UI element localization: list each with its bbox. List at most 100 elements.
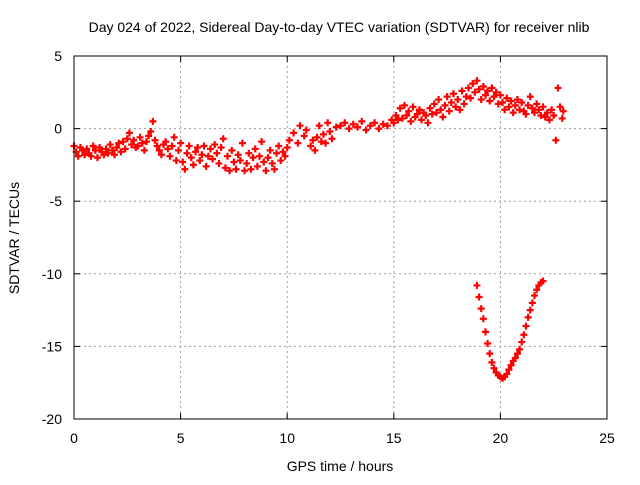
- data-point: [415, 106, 423, 114]
- data-point: [452, 103, 460, 111]
- data-point: [475, 85, 483, 93]
- data-point: [505, 366, 513, 374]
- data-point: [528, 299, 536, 307]
- data-point: [247, 165, 255, 173]
- data-point: [145, 132, 153, 140]
- data-point: [392, 112, 400, 120]
- data-point: [117, 148, 125, 156]
- data-point: [550, 112, 558, 120]
- data-point: [511, 101, 519, 109]
- data-point: [407, 117, 415, 125]
- data-point: [119, 138, 127, 146]
- data-point: [518, 98, 526, 106]
- data-point: [313, 133, 321, 141]
- data-point: [238, 139, 246, 147]
- data-point: [460, 100, 468, 108]
- data-point: [383, 122, 391, 130]
- data-point: [403, 112, 411, 120]
- data-point: [486, 97, 494, 105]
- data-point: [526, 93, 534, 101]
- data-point: [189, 161, 197, 169]
- data-point: [211, 141, 219, 149]
- data-point: [162, 138, 170, 146]
- plot-frame: [73, 55, 608, 420]
- data-point: [183, 149, 191, 157]
- data-point: [260, 158, 268, 166]
- data-point: [522, 322, 530, 330]
- data-point: [396, 104, 404, 112]
- data-point: [379, 120, 387, 128]
- y-tick-label: -15: [42, 338, 62, 354]
- data-point: [147, 128, 155, 136]
- data-point: [432, 109, 440, 117]
- data-point: [172, 157, 180, 165]
- data-point: [302, 126, 310, 134]
- y-tick-label: -20: [42, 411, 62, 427]
- data-point: [354, 123, 362, 131]
- data-point: [209, 155, 217, 163]
- data-point: [531, 292, 539, 300]
- data-point: [454, 96, 462, 104]
- data-point: [490, 93, 498, 101]
- data-point: [91, 146, 99, 154]
- data-point: [516, 106, 524, 114]
- data-point: [449, 90, 457, 98]
- data-point: [418, 116, 426, 124]
- grid: [74, 56, 607, 419]
- data-point: [445, 107, 453, 115]
- data-point: [74, 152, 82, 160]
- data-point: [552, 136, 560, 144]
- data-point: [275, 142, 283, 150]
- data-point: [281, 152, 289, 160]
- data-point: [121, 145, 129, 153]
- data-point: [111, 151, 119, 159]
- data-point: [164, 145, 172, 153]
- data-point: [243, 159, 251, 167]
- data-point: [264, 154, 272, 162]
- data-point: [516, 345, 524, 353]
- data-point: [300, 132, 308, 140]
- y-tick-label: 5: [54, 48, 62, 64]
- data-point: [371, 119, 379, 127]
- data-point: [513, 96, 521, 104]
- data-point: [125, 129, 133, 137]
- data-point: [196, 157, 204, 165]
- data-point: [170, 133, 178, 141]
- data-point: [469, 80, 477, 88]
- data-point: [181, 165, 189, 173]
- data-point: [174, 146, 182, 154]
- data-point: [123, 135, 131, 143]
- data-point: [273, 149, 281, 157]
- data-point: [187, 154, 195, 162]
- data-point: [479, 315, 487, 323]
- data-point: [559, 107, 567, 115]
- data-point: [315, 122, 323, 130]
- data-point: [503, 370, 511, 378]
- data-point: [96, 143, 104, 151]
- data-point: [441, 101, 449, 109]
- x-tick-label: 20: [493, 430, 509, 446]
- data-point: [428, 110, 436, 118]
- series-dip-track: [473, 277, 547, 382]
- data-point: [499, 98, 507, 106]
- data-point: [245, 149, 253, 157]
- data-point: [556, 103, 564, 111]
- data-point: [477, 96, 485, 104]
- data-point: [93, 154, 101, 162]
- data-point: [236, 157, 244, 165]
- data-point: [319, 130, 327, 138]
- data-point: [81, 151, 89, 159]
- data-point: [241, 167, 249, 175]
- data-point: [366, 122, 374, 130]
- data-point: [224, 152, 232, 160]
- data-point: [520, 331, 528, 339]
- data-point: [473, 281, 481, 289]
- data-point: [405, 107, 413, 115]
- data-point: [394, 116, 402, 124]
- data-point: [198, 151, 206, 159]
- data-point: [106, 141, 114, 149]
- data-point: [490, 364, 498, 372]
- data-point: [219, 135, 227, 143]
- data-point: [217, 143, 225, 151]
- data-point: [362, 126, 370, 134]
